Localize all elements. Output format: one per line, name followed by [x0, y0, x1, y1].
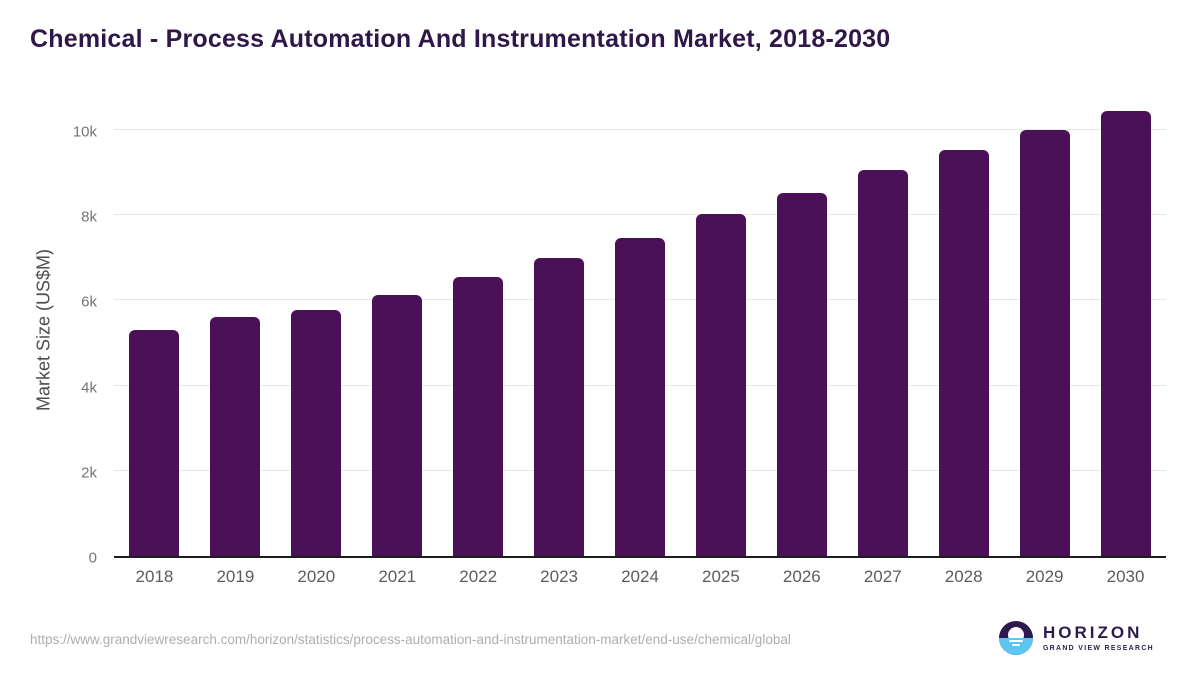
x-tick-label-2018: 2018 — [135, 567, 174, 586]
x-tick-label-2022: 2022 — [459, 567, 498, 586]
logo-text: HORIZON GRAND VIEW RESEARCH — [1042, 623, 1154, 652]
bar-2019[interactable] — [210, 317, 261, 556]
bar-2023[interactable] — [534, 258, 585, 556]
bar-series — [114, 100, 1166, 556]
bar-slot-2022 — [438, 100, 519, 556]
x-axis-tick-labels: 2018 2019 2020 2021 2022 2023 2024 2025 2026 2027… — [114, 567, 1166, 587]
bar-slot-2023 — [519, 100, 600, 556]
bar-2022[interactable] — [453, 277, 504, 556]
bar-slot-2020 — [276, 100, 357, 556]
bar-slot-2024 — [600, 100, 681, 556]
y-axis-tick-labels: 0 2k 4k 6k 8k 10k — [55, 100, 97, 567]
gridline-10k — [114, 129, 1166, 130]
y-tick-label-10k: 10k — [72, 123, 97, 141]
y-tick-label-2k: 2k — [81, 464, 97, 482]
y-axis-title: Market Size (US$M) — [33, 248, 54, 412]
bar-slot-2021 — [357, 100, 438, 556]
y-tick-label-4k: 4k — [81, 379, 97, 397]
x-tick-label-2025: 2025 — [702, 567, 740, 586]
y-tick-label-8k: 8k — [81, 208, 97, 226]
y-tick-label-0: 0 — [88, 549, 97, 567]
bar-2021[interactable] — [372, 295, 423, 556]
y-tick-label-6k: 6k — [81, 293, 97, 311]
bar-slot-2029 — [1004, 100, 1085, 556]
x-tick-label-2024: 2024 — [621, 567, 659, 586]
bar-2025[interactable] — [695, 214, 746, 556]
x-tick-label-2026: 2026 — [782, 567, 821, 586]
bar-2029[interactable] — [1019, 130, 1070, 556]
bar-slot-2018 — [114, 100, 195, 556]
bar-2018[interactable] — [129, 330, 180, 556]
bar-slot-2028 — [923, 100, 1004, 556]
bar-slot-2027 — [842, 100, 923, 556]
gridline-8k — [114, 214, 1166, 215]
bar-2026[interactable] — [776, 193, 827, 556]
source-url[interactable]: https://www.grandviewresearch.com/horizo… — [30, 632, 791, 647]
horizon-logo: HORIZON GRAND VIEW RESEARCH — [998, 621, 1154, 655]
logo-reflection-line — [1011, 644, 1020, 646]
x-tick-label-2028: 2028 — [944, 567, 983, 586]
bar-2024[interactable] — [614, 238, 665, 556]
x-tick-label-2027: 2027 — [863, 567, 902, 586]
logo-brand-subtitle: GRAND VIEW RESEARCH — [1042, 644, 1154, 652]
bar-2030[interactable] — [1100, 111, 1151, 556]
x-tick-label-2023: 2023 — [540, 567, 578, 586]
x-tick-label-2021: 2021 — [378, 567, 417, 586]
logo-brand-name: HORIZON — [1042, 623, 1143, 643]
bar-slot-2019 — [195, 100, 276, 556]
logo-water-half — [998, 638, 1033, 655]
bar-slot-2026 — [761, 100, 842, 556]
bar-slot-2025 — [680, 100, 761, 556]
x-tick-label-2020: 2020 — [297, 567, 336, 586]
x-tick-label-2029: 2029 — [1025, 567, 1064, 586]
x-tick-label-2019: 2019 — [216, 567, 255, 586]
logo-reflection-line — [1008, 640, 1023, 642]
bar-2027[interactable] — [857, 170, 908, 556]
bar-2020[interactable] — [291, 310, 342, 556]
bar-2028[interactable] — [938, 150, 989, 556]
plot-area — [114, 100, 1166, 558]
x-tick-label-2030: 2030 — [1106, 567, 1145, 586]
horizon-logo-icon — [998, 621, 1033, 655]
chart-title: Chemical - Process Automation And Instru… — [30, 25, 891, 53]
bar-slot-2030 — [1085, 100, 1166, 556]
